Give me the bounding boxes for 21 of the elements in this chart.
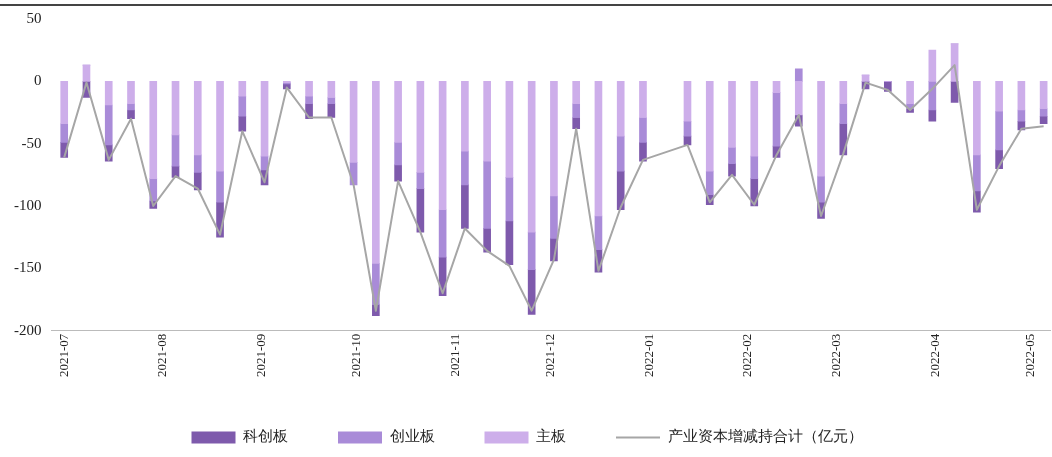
x-tick-label: 2021-07 <box>55 333 71 378</box>
x-tick-label: 2021-12 <box>542 333 558 378</box>
y-tick-label: -200 <box>14 321 42 338</box>
legend-label: 产业资本增减持合计（亿元） <box>667 428 863 445</box>
y-tick-label: -50 <box>21 134 42 151</box>
x-tick-label: 2022-01 <box>640 333 656 378</box>
x-tick-label: 2022-05 <box>1022 333 1038 378</box>
legend-label: 创业板 <box>389 428 435 445</box>
x-tick-label: 2022-02 <box>739 333 755 378</box>
y-tick-label: 0 <box>34 72 42 89</box>
x-tick-label: 2021-11 <box>446 333 462 377</box>
x-tick-label: 2022-03 <box>828 333 844 378</box>
y-tick-label: 50 <box>26 9 42 26</box>
x-tick-label: 2021-09 <box>252 333 268 378</box>
x-tick-label: 2021-10 <box>348 333 364 378</box>
legend-label: 科创板 <box>243 428 288 445</box>
x-tick-label: 2021-08 <box>154 333 170 378</box>
y-tick-label: -100 <box>14 196 42 213</box>
y-tick-label: -150 <box>14 259 42 276</box>
legend-label: 主板 <box>536 428 566 445</box>
x-tick-label: 2022-04 <box>926 333 942 378</box>
